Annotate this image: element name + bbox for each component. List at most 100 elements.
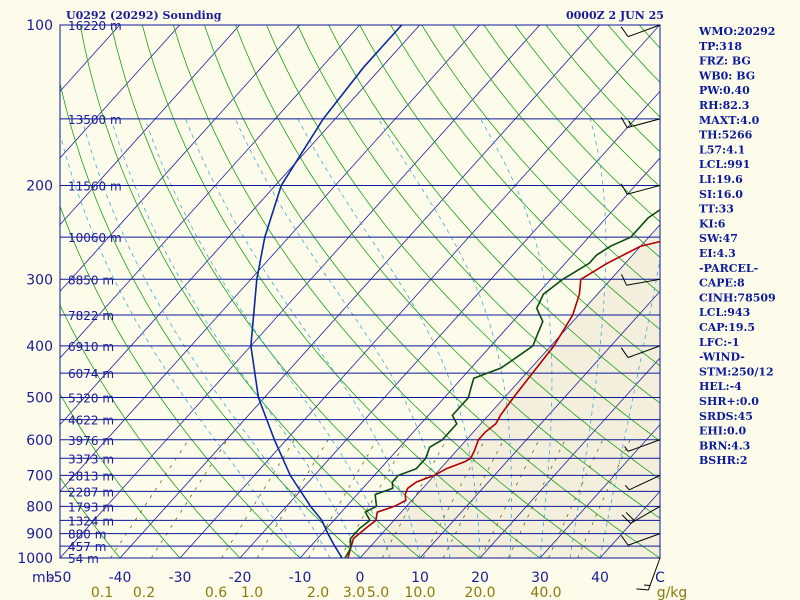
- index-item: EI:4.3: [699, 247, 736, 260]
- index-item: CAPE:8: [699, 277, 745, 290]
- mixing-ratio-label: 10.0: [404, 585, 435, 600]
- index-item: SW:47: [699, 232, 738, 245]
- index-item: STM:250/12: [699, 365, 774, 378]
- shaded-region: [360, 25, 660, 558]
- index-item: TT:33: [699, 203, 734, 216]
- temperature-tick-label: 30: [531, 570, 549, 586]
- mixing-ratio-line: [339, 439, 408, 558]
- height-label: 6074 m: [68, 367, 114, 381]
- isotherm-line: [60, 25, 240, 226]
- index-item: TH:5266: [699, 129, 753, 142]
- chart-date: 0000Z 2 JUN 25: [566, 9, 664, 22]
- mixing-ratio-label: 40.0: [530, 585, 561, 600]
- wind-barb-flag: [620, 183, 628, 195]
- wind-barb: [624, 474, 661, 491]
- pressure-tick-label: 300: [26, 272, 53, 288]
- height-label: 3373 m: [68, 452, 114, 466]
- moist-adiabat-line: [599, 257, 660, 558]
- moist-adiabat-line: [569, 118, 607, 558]
- height-label: 8850 m: [68, 273, 114, 287]
- warm-region-shade: [360, 25, 660, 558]
- series-parcel-line: [250, 25, 403, 558]
- index-item: FRZ: BG: [699, 55, 751, 68]
- wind-barb-flag: [624, 484, 630, 491]
- temperature-tick-label: -40: [109, 570, 132, 586]
- index-item: SI:16.0: [699, 188, 743, 201]
- temperature-tick-label: 0: [356, 570, 365, 586]
- wind-barb-flag: [620, 347, 629, 358]
- wind-barb: [620, 274, 661, 286]
- height-label: 13500 m: [68, 113, 122, 127]
- index-item: LCL:991: [699, 158, 750, 171]
- pressure-tick-label: 700: [26, 468, 53, 484]
- temperature-tick-label: -10: [289, 570, 312, 586]
- height-label: 2287 m: [68, 485, 114, 499]
- index-item: CINH:78509: [699, 291, 776, 304]
- height-label: 5320 m: [68, 392, 114, 406]
- wind-barb-flag: [621, 514, 631, 524]
- moist-adiabat-line: [81, 118, 331, 558]
- wind-barb: [620, 345, 661, 358]
- index-item: KI:6: [699, 217, 726, 230]
- moist-adiabat-line: [110, 118, 361, 558]
- wind-barb-staff: [626, 278, 661, 286]
- temperature-tick-label: -20: [229, 570, 252, 586]
- wind-barb-flag: [620, 26, 629, 37]
- isotherm-line: [60, 25, 420, 426]
- height-label: 10060 m: [68, 231, 122, 245]
- temperature-tick-label: 10: [411, 570, 429, 586]
- wind-barb-staff: [630, 505, 661, 524]
- pressure-tick-label: 1000: [17, 551, 53, 567]
- moist-adiabat-line: [60, 132, 301, 558]
- index-item: SHR+:0.0: [699, 395, 759, 408]
- wind-barb-layer: [620, 24, 661, 591]
- pressure-tick-label: 900: [26, 527, 53, 543]
- moist-adiabat-line: [234, 118, 451, 558]
- mixing-ratio-line: [256, 439, 329, 558]
- mixing-ratio-label: 20.0: [464, 585, 495, 600]
- height-label: 6910 m: [68, 340, 114, 354]
- isotherm-line: [239, 90, 660, 558]
- wind-barb: [620, 533, 661, 546]
- wind-barb-staff: [627, 118, 661, 129]
- index-item: LFC:-1: [699, 336, 740, 349]
- isotherm-line: [179, 25, 660, 558]
- wind-barb-flag: [643, 584, 651, 586]
- index-item: LCL:943: [699, 306, 750, 319]
- wind-barb-staff: [627, 345, 661, 358]
- moist-adiabat-line: [185, 118, 421, 558]
- index-item: -WIND-: [699, 351, 745, 364]
- moist-adiabat-line: [480, 118, 553, 558]
- isotherm-line: [539, 424, 660, 558]
- height-label: 3976 m: [68, 434, 114, 448]
- index-item: -PARCEL-: [699, 262, 758, 275]
- temperature-tick-label: C: [655, 570, 665, 586]
- height-label: 880 m: [68, 528, 106, 542]
- pressure-tick-label: 100: [26, 18, 53, 34]
- series-layer: [250, 25, 660, 558]
- moist-adiabat-line: [378, 118, 512, 558]
- wind-barb-staff: [627, 533, 661, 546]
- index-item: TP:318: [699, 40, 742, 53]
- series-dewpoint-line: [344, 208, 660, 558]
- height-label: 16220 m: [68, 19, 122, 33]
- pressure-tick-label: 400: [26, 339, 53, 355]
- mixing-ratio-line: [110, 439, 189, 558]
- mixing-ratio-label: 0.6: [205, 585, 227, 600]
- pressure-unit-label: mb: [32, 570, 55, 586]
- wind-barb-flag: [620, 274, 627, 286]
- wind-barb-staff: [627, 184, 661, 195]
- height-label: 11560 m: [68, 179, 122, 193]
- wind-barb-staff: [627, 24, 661, 38]
- mixing-ratio-line: [308, 439, 378, 558]
- height-label: 1793 m: [68, 500, 114, 514]
- wind-barb-flag: [620, 117, 628, 128]
- index-item: HEL:-4: [699, 380, 742, 393]
- height-label: 1324 m: [68, 514, 114, 528]
- pressure-tick-label: 800: [26, 499, 53, 515]
- chart-title: U0292 (20292) Sounding: [66, 9, 222, 22]
- index-item: PW:0.40: [699, 84, 750, 97]
- wind-barb-flag: [620, 535, 629, 546]
- mixing-ratio-line: [221, 439, 295, 558]
